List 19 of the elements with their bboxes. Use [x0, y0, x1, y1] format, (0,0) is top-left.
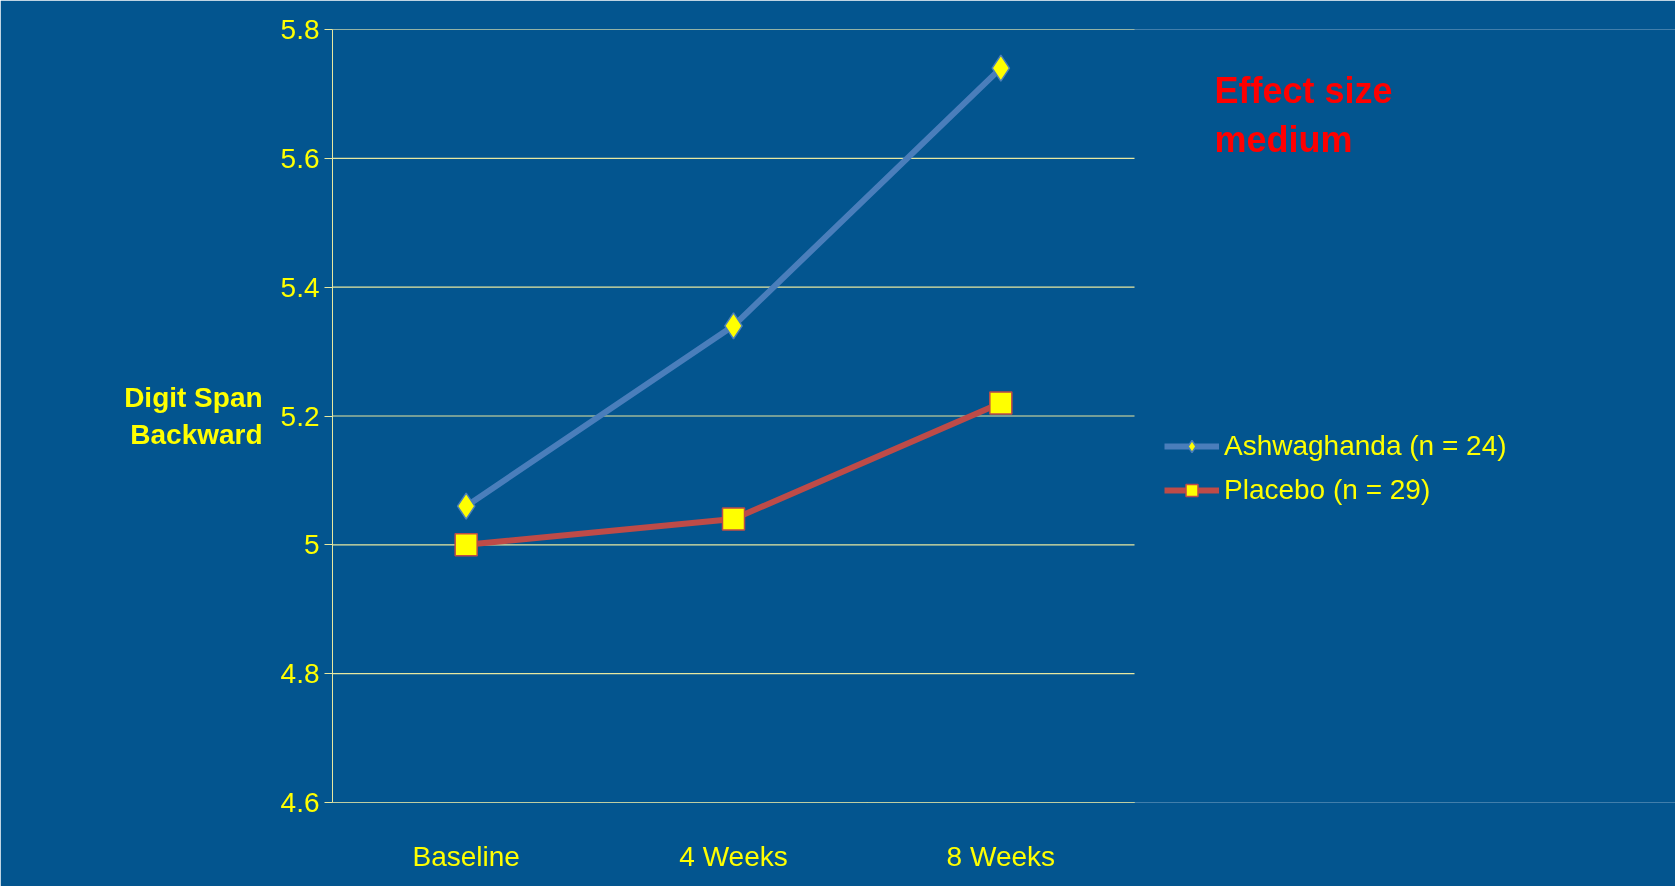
- text: Effect size medium: [1214, 69, 1393, 160]
- y-axis-title: Digit Span Backward: [124, 381, 263, 451]
- point: [989, 391, 1013, 415]
- point: [721, 507, 746, 531]
- y-tick-label: 4.6: [280, 787, 320, 818]
- y-tick-label: 5.4: [280, 271, 320, 303]
- y-tick-label: 5: [303, 529, 320, 561]
- x-tick-label: Baseline: [412, 840, 520, 872]
- x-tick-label: 8 Weeks: [946, 840, 1056, 872]
- legend-label: Ashwaghanda (n = 24): [1224, 430, 1507, 462]
- y-tick-label: 4.8: [280, 658, 320, 690]
- point: [454, 533, 478, 557]
- point: [991, 54, 1011, 82]
- y-tick-label: 5.8: [280, 14, 320, 45]
- y-tick-label: 5.6: [280, 142, 320, 174]
- point: [456, 492, 476, 520]
- legend-label: Placebo (n = 29): [1224, 474, 1431, 506]
- x-tick-label: 4 Weeks: [679, 840, 788, 872]
- y-tick-label: 5.2: [280, 400, 320, 432]
